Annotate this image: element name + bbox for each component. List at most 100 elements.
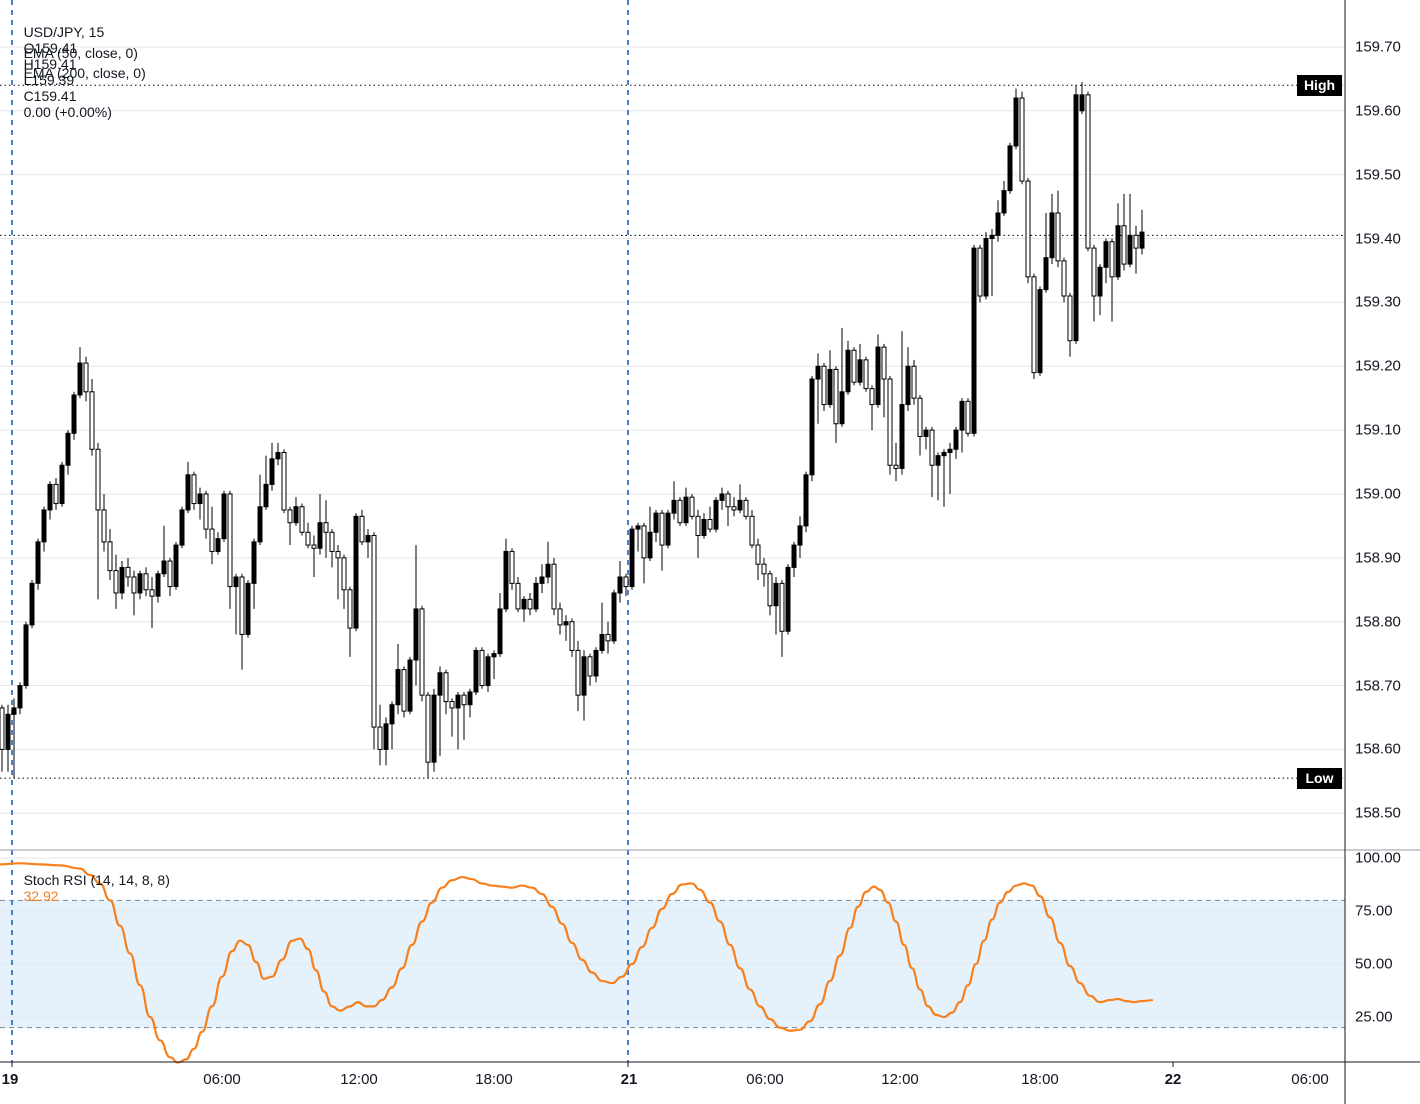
candle-down (1055, 212, 1061, 262)
candle-down (107, 541, 113, 572)
candle-down (371, 534, 377, 728)
candle-up (1049, 212, 1055, 259)
candle-up (959, 400, 965, 431)
candle-down (1067, 295, 1073, 342)
symbol-legend[interactable]: USD/JPY, 15 O159.41 H159.41 L159.39 C159… (8, 8, 118, 136)
candle-up (1079, 94, 1085, 112)
time-axis-label: 18:00 (475, 1071, 513, 1088)
candle-down (239, 576, 245, 635)
candle-up (413, 608, 419, 661)
candle-down (779, 582, 785, 632)
candle-up (215, 538, 221, 552)
stoch-rsi-label[interactable]: Stoch RSI (14, 14, 8, 8) (23, 872, 170, 888)
candle-up (581, 656, 587, 696)
candle-up (389, 704, 395, 725)
candle-down (1031, 276, 1037, 374)
candle-up (629, 528, 635, 588)
candle-up (473, 649, 479, 693)
candle-down (341, 557, 347, 591)
candle-down (749, 515, 755, 546)
price-axis-label: 159.70 (1355, 38, 1401, 56)
candle-up (671, 499, 677, 514)
candle-down (821, 365, 827, 406)
candle-down (347, 589, 353, 629)
candle-down (143, 573, 149, 591)
candle-up (1103, 241, 1109, 268)
candle-down (965, 400, 971, 434)
candle-down (623, 576, 629, 588)
stoch-rsi-legend[interactable]: Stoch RSI (14, 14, 8, 8) 32.92 (8, 856, 176, 920)
ema50-label[interactable]: EMA (50, close, 0) (23, 45, 138, 61)
candle-down (479, 649, 485, 687)
stoch-axis-label: 75.00 (1355, 902, 1393, 920)
candle-down (449, 701, 455, 709)
ema200-legend[interactable]: EMA (200, close, 0) (8, 49, 152, 97)
candle-down (131, 576, 137, 594)
candle-up (839, 391, 845, 425)
candle-down (101, 509, 107, 543)
candle-down (755, 544, 761, 565)
price-axis-label: 158.80 (1355, 613, 1401, 631)
candle-up (485, 656, 491, 687)
stoch-rsi-line (0, 862, 1154, 1064)
candle-down (95, 448, 101, 511)
candle-up (71, 394, 77, 434)
candle-up (77, 362, 83, 396)
candle-up (647, 531, 653, 559)
candle-up (521, 598, 527, 610)
stoch-axis-label: 25.00 (1355, 1008, 1393, 1026)
candle-down (419, 608, 425, 696)
ema200-label[interactable]: EMA (200, close, 0) (23, 65, 146, 81)
candle-up (467, 691, 473, 706)
candle-up (431, 694, 437, 763)
candle-down (911, 365, 917, 399)
candle-down (707, 519, 713, 530)
time-axis-label: 06:00 (203, 1071, 241, 1088)
candle-up (701, 519, 707, 536)
time-axis-day-label: 21 (620, 1071, 638, 1088)
time-axis-label: 18:00 (1021, 1071, 1059, 1088)
candle-up (935, 455, 941, 466)
candle-up (257, 506, 263, 543)
time-axis-day-label: 19 (1, 1071, 19, 1088)
time-axis-label: 12:00 (340, 1071, 378, 1088)
price-axis-label: 158.90 (1355, 549, 1401, 567)
candle-up (11, 707, 17, 715)
candle-down (191, 474, 197, 505)
price-axis-label: 158.60 (1355, 740, 1401, 758)
candle-up (317, 522, 323, 549)
candle-up (845, 349, 851, 393)
candle-up (65, 432, 71, 466)
candle-down (605, 633, 611, 642)
price-axis-label: 159.00 (1355, 485, 1401, 503)
candle-down (695, 515, 701, 536)
candle-up (497, 608, 503, 655)
candle-up (545, 563, 551, 578)
ohlc-high: H159.41 (23, 56, 77, 72)
candle-down (575, 649, 581, 696)
candle-up (503, 550, 509, 610)
candle-down (359, 515, 365, 543)
candle-down (401, 669, 407, 712)
candle-up (233, 576, 239, 588)
candle-up (395, 669, 401, 706)
candle-down (515, 582, 521, 610)
candle-up (665, 512, 671, 546)
candle-up (437, 672, 443, 696)
candle-down (1019, 97, 1025, 182)
candle-down (557, 608, 563, 626)
time-axis-label: 06:00 (746, 1071, 784, 1088)
candle-up (599, 633, 605, 651)
candle-down (1121, 225, 1127, 265)
candle-down (83, 362, 89, 393)
candle-up (455, 694, 461, 709)
candle-up (611, 592, 617, 642)
ema50-legend[interactable]: EMA (50, close, 0) (8, 29, 144, 77)
candle-down (527, 598, 533, 610)
candle-up (797, 525, 803, 546)
candle-up (1115, 225, 1121, 278)
candle-up (773, 582, 779, 607)
candle-down (227, 493, 233, 588)
symbol-title[interactable]: USD/JPY, 15 (23, 24, 105, 40)
